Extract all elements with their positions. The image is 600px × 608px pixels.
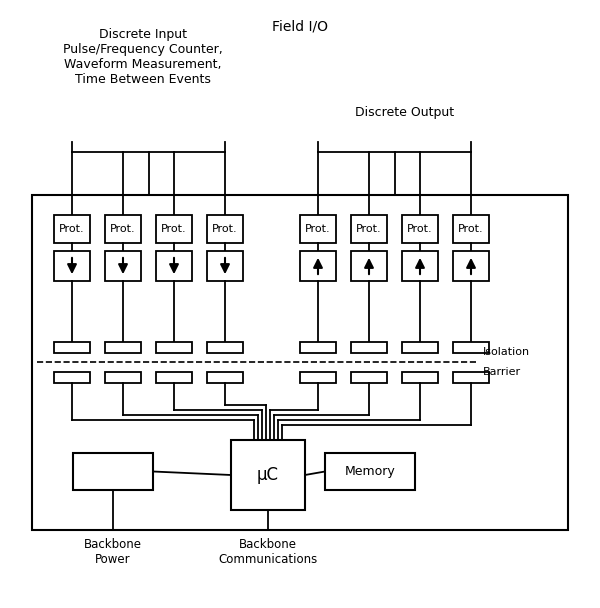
Bar: [32, 195, 568, 530]
Text: Backbone
Communications: Backbone Communications: [218, 538, 317, 566]
Bar: [300, 372, 336, 383]
Bar: [300, 251, 336, 281]
Text: μC: μC: [257, 466, 279, 484]
Bar: [351, 215, 387, 243]
Bar: [402, 215, 438, 243]
Bar: [156, 372, 192, 383]
Bar: [453, 215, 489, 243]
Bar: [105, 215, 141, 243]
Text: Discrete Input
Pulse/Frequency Counter,
Waveform Measurement,
Time Between Event: Discrete Input Pulse/Frequency Counter, …: [63, 28, 223, 86]
Bar: [207, 342, 243, 353]
Bar: [453, 372, 489, 383]
Bar: [300, 342, 336, 353]
Bar: [325, 453, 415, 490]
Text: Prot.: Prot.: [305, 224, 331, 234]
Bar: [402, 372, 438, 383]
Bar: [156, 215, 192, 243]
Bar: [453, 342, 489, 353]
Bar: [156, 342, 192, 353]
Bar: [54, 372, 90, 383]
Text: Prot.: Prot.: [161, 224, 187, 234]
Bar: [453, 251, 489, 281]
Bar: [351, 372, 387, 383]
Bar: [207, 215, 243, 243]
Text: Prot.: Prot.: [59, 224, 85, 234]
Text: Backbone
Power: Backbone Power: [84, 538, 142, 566]
Bar: [105, 251, 141, 281]
Text: Prot.: Prot.: [110, 224, 136, 234]
Bar: [402, 342, 438, 353]
Bar: [207, 372, 243, 383]
Bar: [402, 251, 438, 281]
Text: Prot.: Prot.: [356, 224, 382, 234]
Text: Discrete Output: Discrete Output: [355, 106, 455, 119]
Bar: [300, 215, 336, 243]
Bar: [351, 342, 387, 353]
Bar: [231, 440, 305, 510]
Bar: [105, 372, 141, 383]
Bar: [54, 342, 90, 353]
Bar: [351, 251, 387, 281]
Bar: [54, 215, 90, 243]
Text: Prot.: Prot.: [458, 224, 484, 234]
Text: Isolation: Isolation: [483, 347, 530, 357]
Bar: [105, 342, 141, 353]
Text: Barrier: Barrier: [483, 367, 521, 377]
Bar: [156, 251, 192, 281]
Bar: [73, 453, 153, 490]
Bar: [54, 251, 90, 281]
Text: Prot.: Prot.: [407, 224, 433, 234]
Text: Field I/O: Field I/O: [272, 20, 328, 34]
Text: Prot.: Prot.: [212, 224, 238, 234]
Bar: [207, 251, 243, 281]
Text: Memory: Memory: [344, 465, 395, 478]
